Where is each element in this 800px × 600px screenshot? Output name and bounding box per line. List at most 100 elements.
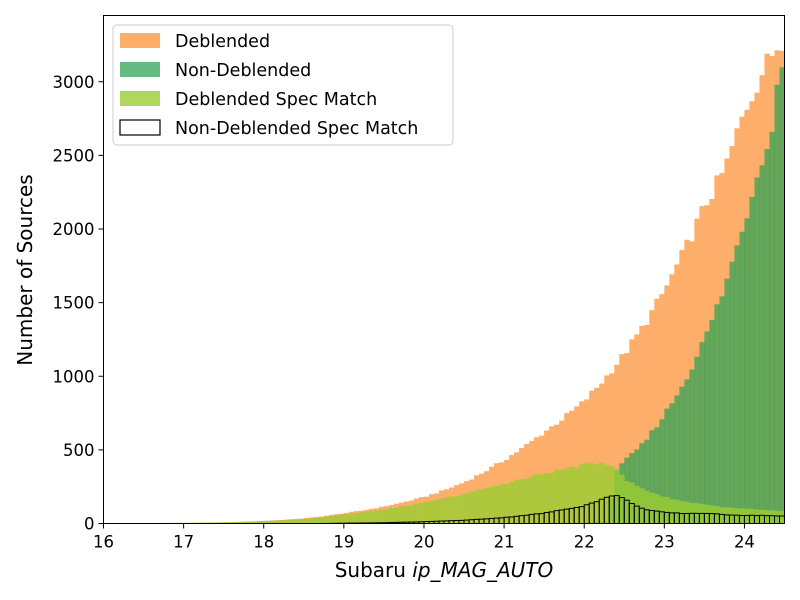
deblended-spec-match-bar xyxy=(664,496,670,524)
non-deblended-bar xyxy=(779,67,785,524)
y-tick-label: 2500 xyxy=(53,146,95,165)
deblended-spec-match-bar xyxy=(423,501,430,524)
y-axis-label: Number of Sources xyxy=(13,174,37,365)
deblended-spec-match-bar xyxy=(474,490,480,524)
deblended-bar xyxy=(624,353,630,524)
x-tick-label: 17 xyxy=(173,533,194,552)
deblended-spec-match-bar xyxy=(679,500,685,524)
non-deblended-bar xyxy=(699,342,705,524)
deblended-spec-match-bar xyxy=(719,507,725,524)
y-axis-ticks: 0 500 1000 1500 2000 2500 3000 xyxy=(53,73,104,534)
deblended-spec-match-bar xyxy=(243,521,250,524)
deblended-spec-match-bar xyxy=(408,505,415,524)
deblended-bar xyxy=(654,298,660,524)
x-axis-label-italic: ip_MAG_AUTO xyxy=(412,558,553,582)
deblended-spec-match-bar xyxy=(509,481,515,524)
deblended-spec-match-bar xyxy=(579,463,585,524)
deblended-spec-match-bar xyxy=(674,499,680,524)
non-deblended-bar xyxy=(639,443,645,524)
deblended-bar xyxy=(629,339,635,524)
deblended-spec-match-bar xyxy=(684,501,690,524)
deblended-spec-match-bar xyxy=(313,517,320,524)
x-tick-label: 18 xyxy=(253,533,274,552)
y-tick-label: 500 xyxy=(63,441,95,460)
deblended-spec-match-bar xyxy=(534,474,540,524)
non-deblended-bar xyxy=(669,403,675,524)
deblended-spec-match-bar xyxy=(253,521,260,524)
y-tick-label: 3000 xyxy=(53,73,95,92)
legend-swatch-non-deblended-spec-match xyxy=(119,119,161,136)
y-tick-label: 1000 xyxy=(53,367,95,386)
deblended-spec-match-bar xyxy=(609,466,615,524)
non-deblended-bar xyxy=(774,84,780,524)
deblended-spec-match-bar xyxy=(444,497,450,524)
deblended-spec-match-bar xyxy=(654,494,660,524)
deblended-spec-match-bar xyxy=(744,508,750,524)
non-deblended-bar xyxy=(694,356,700,524)
deblended-spec-match-bar xyxy=(398,506,405,524)
deblended-bar xyxy=(589,390,595,524)
deblended-bar xyxy=(639,325,645,524)
deblended-spec-match-bar xyxy=(213,522,220,524)
deblended-spec-match-bar xyxy=(709,505,715,524)
non-deblended-bar xyxy=(719,296,725,524)
deblended-bar xyxy=(604,375,610,524)
deblended-spec-match-bar xyxy=(559,469,565,524)
deblended-spec-match-bar xyxy=(634,485,640,524)
deblended-spec-match-bar xyxy=(378,509,385,524)
deblended-spec-match-bar xyxy=(494,485,500,524)
deblended-spec-match-bar xyxy=(323,516,330,524)
deblended-spec-match-bar xyxy=(589,463,595,524)
deblended-spec-match-bar xyxy=(368,511,375,524)
deblended-spec-match-bar xyxy=(569,466,575,524)
deblended-spec-match-bar xyxy=(754,509,760,524)
deblended-spec-match-bar xyxy=(338,515,345,524)
deblended-spec-match-bar xyxy=(669,499,675,524)
deblended-spec-match-bar xyxy=(449,496,455,524)
deblended-bar xyxy=(609,373,615,524)
x-tick-label: 23 xyxy=(654,533,675,552)
legend: Deblended Non-Deblended Deblended Spec M… xyxy=(112,24,454,146)
deblended-spec-match-bar xyxy=(564,468,570,524)
deblended-spec-match-bar xyxy=(639,488,645,524)
legend-swatch-deblended-spec-match xyxy=(120,91,160,106)
deblended-spec-match-bar xyxy=(433,500,440,524)
deblended-spec-match-bar xyxy=(358,512,365,524)
non-deblended-bar xyxy=(734,245,740,524)
deblended-spec-match-bar xyxy=(489,486,495,524)
deblended-spec-match-bar xyxy=(484,488,490,524)
x-tick-label: 20 xyxy=(413,533,434,552)
deblended-spec-match-bar xyxy=(544,473,550,524)
deblended-spec-match-bar xyxy=(268,520,275,524)
deblended-spec-match-bar xyxy=(774,510,780,524)
non-deblended-bar xyxy=(739,231,745,524)
non-deblended-bar xyxy=(689,369,695,524)
deblended-spec-match-bar xyxy=(288,519,295,524)
legend-label-deblended: Deblended xyxy=(175,32,270,52)
legend-label-non-deblended-spec-match: Non-Deblended Spec Match xyxy=(175,119,418,139)
deblended-spec-match-bar xyxy=(258,521,265,524)
deblended-spec-match-bar xyxy=(594,464,600,524)
deblended-spec-match-bar xyxy=(549,472,555,524)
non-deblended-bar xyxy=(749,196,755,524)
non-deblended-bar xyxy=(754,177,760,524)
deblended-spec-match-bar xyxy=(318,517,325,524)
deblended-spec-match-bar xyxy=(554,469,560,524)
deblended-spec-match-bar xyxy=(749,509,755,524)
deblended-bar xyxy=(649,310,655,524)
deblended-spec-match-bar xyxy=(714,506,720,524)
non-deblended-bar xyxy=(644,439,650,524)
x-axis-label: Subaru ip_MAG_AUTO xyxy=(335,558,554,582)
deblended-bar xyxy=(614,364,620,524)
deblended-spec-match-bar xyxy=(504,484,510,524)
y-tick-label: 1500 xyxy=(53,294,95,313)
deblended-spec-match-bar xyxy=(604,464,610,524)
deblended-spec-match-bar xyxy=(769,510,775,524)
deblended-bar xyxy=(574,406,580,524)
non-deblended-bar xyxy=(714,304,720,524)
deblended-bar xyxy=(584,399,590,524)
deblended-spec-match-bar xyxy=(393,507,400,524)
x-tick-label: 24 xyxy=(734,533,755,552)
deblended-bar xyxy=(659,294,665,524)
deblended-spec-match-bar xyxy=(303,518,310,524)
